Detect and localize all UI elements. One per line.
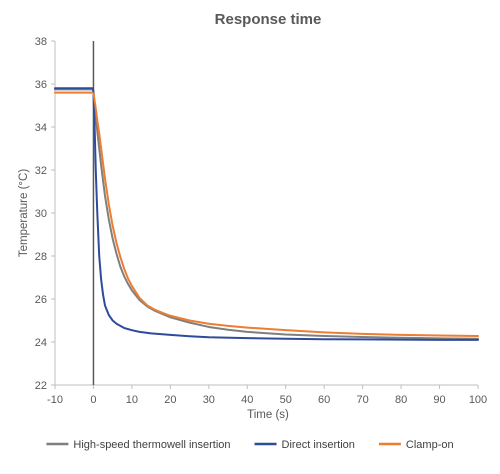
y-axis-title: Temperature (°C) <box>18 169 30 257</box>
x-tick-label: 70 <box>357 394 369 406</box>
series-line-clamp-on <box>54 91 479 337</box>
x-tick-label: 30 <box>203 394 215 406</box>
legend-item: High-speed thermowell insertion <box>46 439 231 451</box>
x-tick-label: 40 <box>241 394 253 406</box>
legend-item: Clamp-on <box>378 439 454 451</box>
y-tick-label: 34 <box>35 122 47 134</box>
legend: High-speed thermowell insertion Direct in… <box>46 439 454 451</box>
x-tick-label: 80 <box>395 394 407 406</box>
x-tick-label: 10 <box>126 394 138 406</box>
x-tick-label: 90 <box>433 394 445 406</box>
y-tick-label: 32 <box>35 165 47 177</box>
series-line-high-speed-thermowell-insertion <box>54 88 479 340</box>
x-tick-label: 0 <box>90 394 96 406</box>
y-tick-label: 24 <box>35 337 47 349</box>
y-tick-label: 28 <box>35 251 47 263</box>
y-tick-label: 30 <box>35 208 47 220</box>
plot-area: 22 24 26 28 30 32 34 36 38 -10 0 10 20 30 40 50 60 70 80 90… <box>35 36 487 406</box>
y-tick-label: 38 <box>35 36 47 48</box>
x-tick-label: 100 <box>469 394 487 406</box>
legend-item: Direct insertion <box>254 439 355 451</box>
y-tick-label: 26 <box>35 294 47 306</box>
x-tick-label: 60 <box>318 394 330 406</box>
y-tick-label: 22 <box>35 380 47 392</box>
x-tick-label: -10 <box>47 394 63 406</box>
legend-label: High-speed thermowell insertion <box>73 439 230 451</box>
y-tick-label: 36 <box>35 79 47 91</box>
series-line-direct-insertion <box>54 87 479 341</box>
x-axis-title: Time (s) <box>247 409 289 421</box>
chart-title: Response time <box>215 11 322 28</box>
x-tick-label: 50 <box>280 394 292 406</box>
legend-label: Direct insertion <box>282 439 355 451</box>
legend-label: Clamp-on <box>406 439 454 451</box>
x-tick-label: 20 <box>164 394 176 406</box>
